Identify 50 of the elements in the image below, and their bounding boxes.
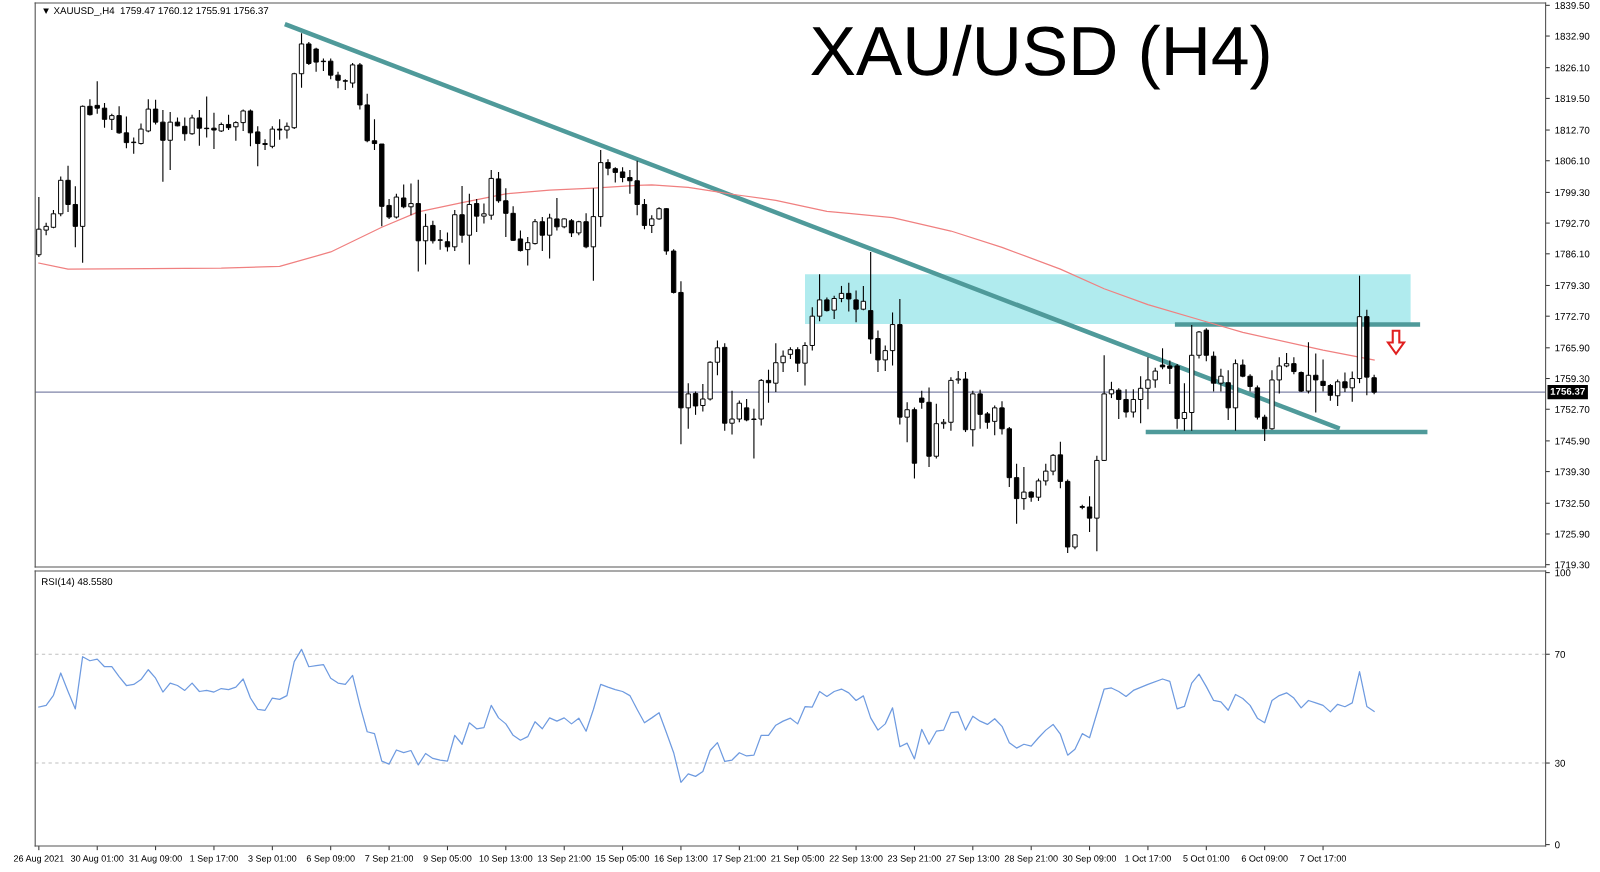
y-tick-label: 0 — [1555, 841, 1560, 849]
y-tick-label: 30 — [1555, 759, 1566, 767]
x-tick-label: 3 Sep 01:00 — [248, 855, 297, 864]
x-tick-label: 15 Sep 05:00 — [596, 855, 650, 864]
x-tick-label: 6 Oct 09:00 — [1241, 855, 1288, 862]
ref-line-label: 1756.37 — [1550, 387, 1585, 395]
x-tick-label: 31 Aug 09:00 — [129, 855, 182, 864]
y-tick-label: 1806.10 — [1555, 157, 1590, 165]
y-tick-label: 1792.70 — [1555, 219, 1590, 227]
y-tick-label: 1772.70 — [1555, 312, 1590, 320]
x-tick-label: 1 Oct 17:00 — [1125, 855, 1171, 862]
y-tick-label: 1739.30 — [1555, 468, 1590, 476]
x-tick-label: 9 Sep 05:00 — [423, 855, 472, 864]
chart-subtitle: ▼ XAUUSD_,H4 1759.47 1760.12 1755.91 1756.37 — [43, 7, 269, 16]
x-tick-label: 17 Sep 21:00 — [713, 855, 766, 864]
y-tick-label: 1786.10 — [1555, 250, 1590, 258]
y-tick-label: 70 — [1555, 650, 1566, 658]
y-tick-label: 1812.70 — [1555, 126, 1590, 134]
y-tick-label: 1752.70 — [1555, 405, 1590, 413]
x-tick-label: 6 Sep 09:00 — [306, 855, 355, 864]
x-tick-label: 7 Oct 17:00 — [1300, 855, 1347, 862]
x-tick-label: 13 Sep 21:00 — [538, 855, 591, 864]
x-tick-label: 26 Aug 2021 — [13, 855, 64, 864]
x-tick-label: 27 Sep 13:00 — [946, 855, 1000, 864]
y-tick-label: 1719.30 — [1555, 561, 1590, 569]
x-tick-label: 7 Sep 21:00 — [365, 855, 414, 864]
y-tick-label: 1799.30 — [1555, 189, 1590, 197]
y-tick-label: 1725.90 — [1555, 530, 1590, 538]
y-tick-label: 1826.10 — [1555, 64, 1590, 72]
x-tick-label: 28 Sep 21:00 — [1004, 855, 1058, 864]
x-tick-label: 30 Sep 09:00 — [1063, 855, 1117, 864]
y-tick-label: 1839.50 — [1555, 2, 1590, 9]
chart-title: XAU/USD (H4) — [811, 24, 1269, 90]
y-tick-label: 100 — [1555, 569, 1571, 577]
y-tick-label: 1745.90 — [1555, 437, 1590, 445]
y-tick-label: 1779.30 — [1555, 282, 1590, 290]
x-tick-label: 22 Sep 13:00 — [829, 855, 883, 864]
x-tick-label: 21 Sep 05:00 — [771, 855, 825, 864]
x-tick-label: 1 Sep 17:00 — [190, 855, 238, 864]
x-tick-label: 23 Sep 21:00 — [888, 855, 941, 864]
x-tick-label: 5 Oct 01:00 — [1183, 855, 1230, 862]
x-tick-label: 16 Sep 13:00 — [654, 855, 708, 864]
y-tick-label: 1732.50 — [1555, 499, 1590, 507]
y-tick-label: 1765.90 — [1555, 344, 1590, 352]
y-tick-label: 1819.50 — [1555, 95, 1590, 103]
y-tick-label: 1832.90 — [1555, 32, 1590, 40]
text: RSI(14) 48.5580 — [42, 577, 113, 587]
y-tick-label: 1759.30 — [1555, 375, 1590, 383]
x-tick-label: 30 Aug 01:00 — [70, 855, 124, 864]
x-tick-label: 10 Sep 13:00 — [479, 855, 533, 864]
